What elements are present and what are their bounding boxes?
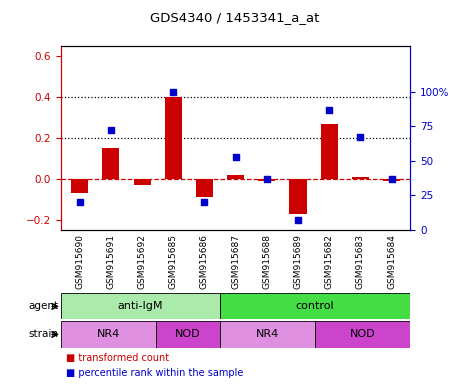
Text: GSM915691: GSM915691 <box>106 234 115 289</box>
Bar <box>227 175 244 179</box>
Text: NOD: NOD <box>350 329 376 339</box>
Point <box>295 217 302 223</box>
Bar <box>156 321 220 348</box>
Point <box>138 238 146 244</box>
Text: GSM915682: GSM915682 <box>325 234 334 289</box>
Bar <box>71 179 88 193</box>
Point <box>263 176 271 182</box>
Text: GDS4340 / 1453341_a_at: GDS4340 / 1453341_a_at <box>150 12 319 25</box>
Text: anti-IgM: anti-IgM <box>118 301 163 311</box>
Text: GSM915692: GSM915692 <box>137 234 147 289</box>
Bar <box>321 124 338 179</box>
Text: control: control <box>296 301 334 311</box>
Text: agent: agent <box>29 301 59 311</box>
Bar <box>258 179 275 181</box>
Text: GSM915686: GSM915686 <box>200 234 209 289</box>
Bar <box>315 321 410 348</box>
Bar <box>220 321 315 348</box>
Text: GSM915685: GSM915685 <box>169 234 178 289</box>
Point <box>232 154 239 160</box>
Text: NOD: NOD <box>175 329 201 339</box>
Bar <box>383 179 400 181</box>
Bar <box>61 293 220 319</box>
Text: NR4: NR4 <box>97 329 120 339</box>
Bar <box>102 148 120 179</box>
Bar <box>289 179 307 214</box>
Text: GSM915683: GSM915683 <box>356 234 365 289</box>
Text: NR4: NR4 <box>256 329 279 339</box>
Point <box>388 176 395 182</box>
Point <box>357 134 364 141</box>
Point <box>325 107 333 113</box>
Bar <box>196 179 213 197</box>
Text: ■ percentile rank within the sample: ■ percentile rank within the sample <box>66 368 243 378</box>
Bar <box>220 293 410 319</box>
Text: GSM915689: GSM915689 <box>294 234 303 289</box>
Text: ■ transformed count: ■ transformed count <box>66 353 169 363</box>
Point <box>169 89 177 95</box>
Text: strain: strain <box>29 329 59 339</box>
Text: GSM915684: GSM915684 <box>387 234 396 289</box>
Bar <box>165 97 182 179</box>
Bar <box>61 321 156 348</box>
Point <box>76 199 83 205</box>
Point <box>107 127 114 134</box>
Point <box>201 199 208 205</box>
Bar <box>134 179 151 185</box>
Text: GSM915690: GSM915690 <box>75 234 84 289</box>
Text: GSM915688: GSM915688 <box>262 234 272 289</box>
Text: GSM915687: GSM915687 <box>231 234 240 289</box>
Bar <box>352 177 369 179</box>
